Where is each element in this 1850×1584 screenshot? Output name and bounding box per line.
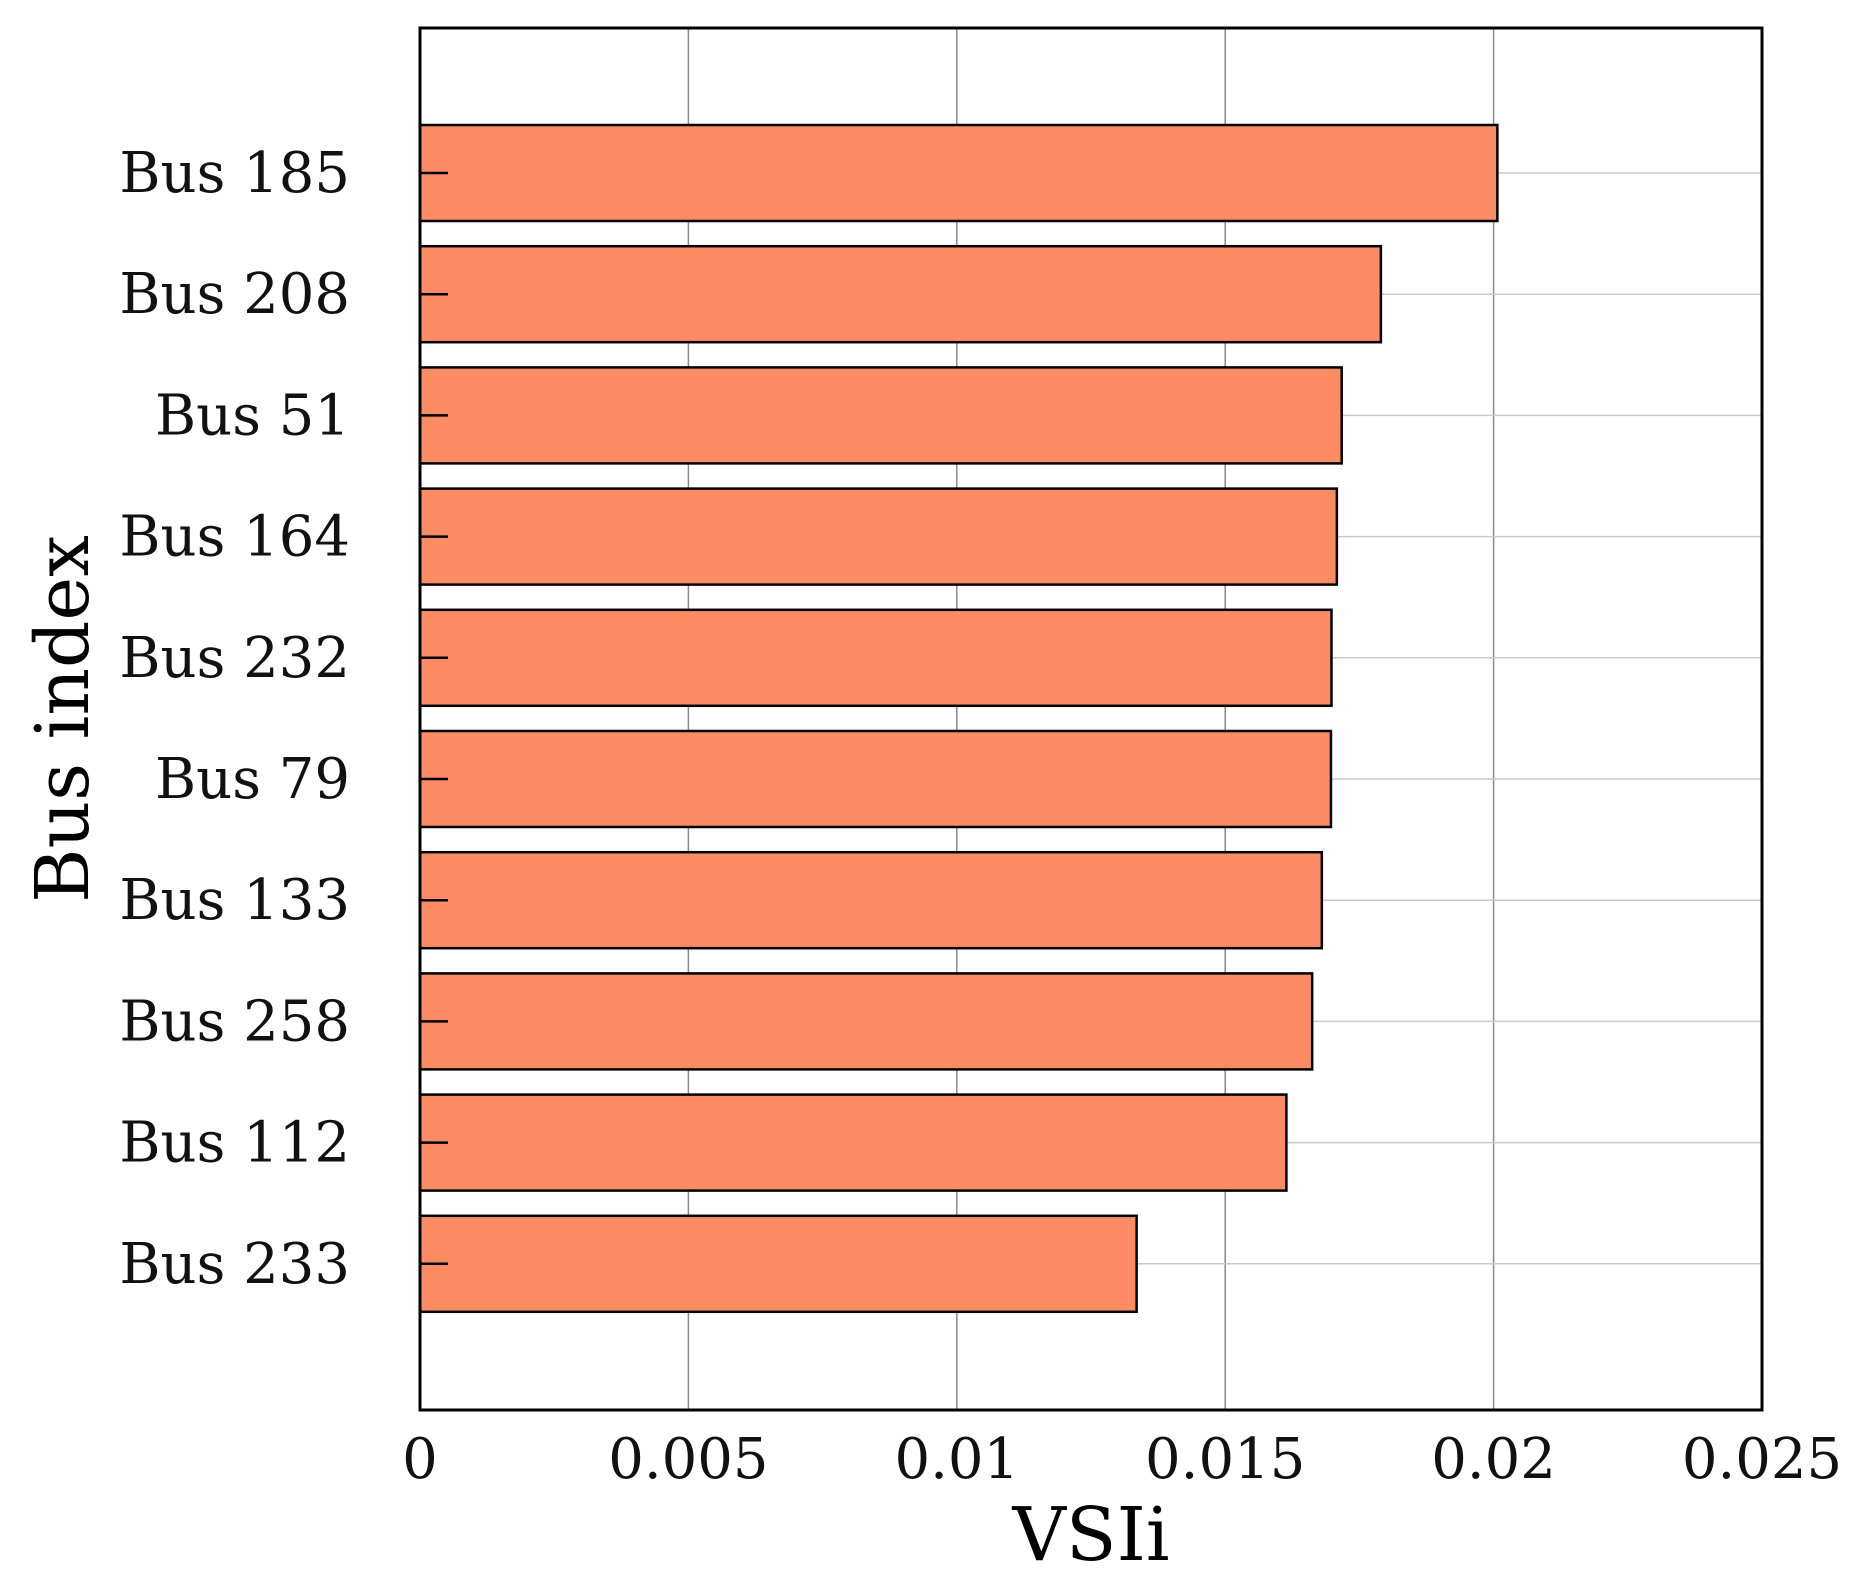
bar-bus-185: [418, 123, 1499, 223]
y-tick-label: Bus 79: [155, 747, 350, 812]
y-tick-label: Bus 164: [119, 505, 350, 570]
x-axis-title: VSIi: [1011, 1492, 1169, 1578]
y-tick-label: Bus 112: [119, 1111, 350, 1176]
bar-bus-208: [418, 244, 1383, 344]
bar-bus-164: [418, 487, 1339, 586]
y-tick-label: Bus 208: [119, 262, 350, 327]
bar-bus-232: [418, 608, 1333, 708]
x-tick-label: 0.02: [1431, 1427, 1556, 1492]
bar-bus-258: [418, 972, 1314, 1071]
plot-frame: [418, 26, 1764, 1412]
y-tick-label: Bus 233: [119, 1232, 350, 1297]
y-tick-label: Bus 258: [119, 989, 350, 1054]
bars: [418, 123, 1499, 1314]
bar-bus-112: [418, 1093, 1288, 1192]
y-tick-label: Bus 133: [119, 868, 350, 933]
bar-bus-233: [418, 1214, 1138, 1314]
bar-bus-79: [418, 729, 1333, 829]
y-tick-label: Bus 232: [119, 626, 350, 691]
x-tick-label: 0.015: [1145, 1427, 1305, 1492]
bar-bus-133: [418, 850, 1324, 950]
bar-bus-51: [418, 366, 1343, 465]
x-tick-label: 0.025: [1682, 1427, 1842, 1492]
y-tick-label: Bus 51: [155, 383, 350, 448]
y-tick-label: Bus 185: [119, 141, 350, 206]
x-tick-label: 0.01: [894, 1427, 1019, 1492]
y-axis-title: Bus index: [20, 535, 106, 903]
x-tick-label: 0.005: [608, 1427, 768, 1492]
ticks: [420, 171, 448, 1266]
x-tick-label: 0: [402, 1427, 438, 1492]
tick-labels: Bus 185 Bus 208 Bus 51 Bus 164 Bus 232 Bus 79…: [119, 141, 1842, 1492]
